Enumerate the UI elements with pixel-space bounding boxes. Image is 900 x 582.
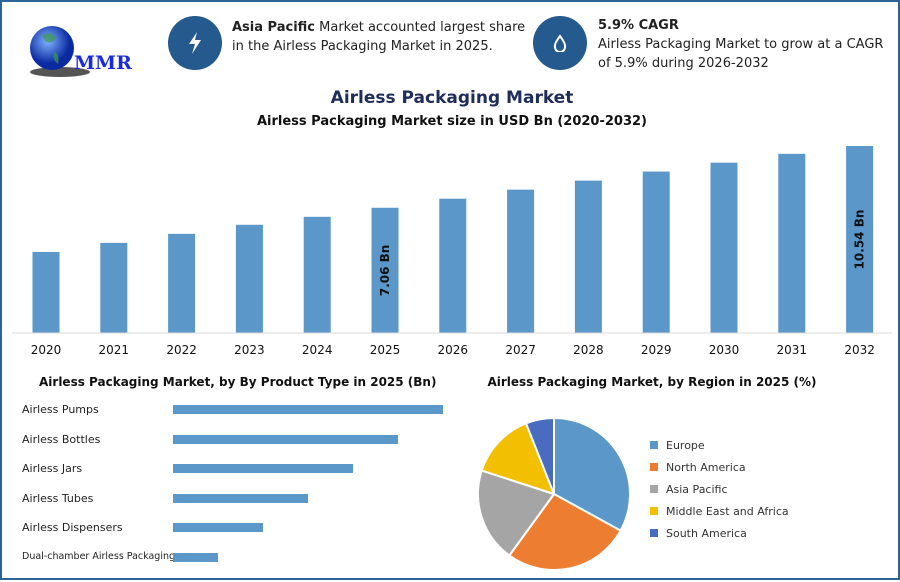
highlight-cagr: 5.9% CAGR Airless Packaging Market to gro… [598, 16, 898, 73]
category-label: Airless Dispensers [22, 521, 123, 534]
bar-2027 [507, 189, 535, 333]
bar-2023 [235, 224, 263, 333]
category-label: Dual-chamber Airless Packaging [22, 550, 176, 562]
highlight-text: Market accounted largest share in the Ai… [232, 20, 526, 54]
drop-icon [533, 16, 587, 70]
globe-icon [30, 26, 90, 77]
bar-airless-pumps [173, 405, 443, 414]
data-label: 10.54 Bn [853, 210, 867, 270]
category-label: Airless Pumps [22, 403, 99, 416]
chart-subtitle: Airless Packaging Market size in USD Bn … [256, 114, 647, 129]
x-tick-label: 2028 [573, 343, 604, 357]
x-tick-label: 2026 [438, 343, 469, 357]
legend-label: North America [666, 460, 746, 474]
bar-airless-bottles [173, 434, 398, 444]
bar-2021 [100, 242, 128, 333]
legend-label: Europe [666, 438, 705, 452]
bar-2030 [710, 162, 738, 333]
legend-item: North America [650, 456, 789, 478]
legend-label: Asia Pacific [666, 482, 728, 496]
bar-2029 [642, 171, 670, 333]
pie-slice-middle-east-and-africa [480, 422, 556, 496]
legend-label: South America [666, 526, 747, 540]
bar-2022 [168, 233, 196, 333]
bar-dual-chamber-airless-packaging [173, 552, 218, 562]
x-tick-label: 2023 [234, 343, 265, 357]
legend-item: Asia Pacific [650, 478, 789, 500]
product-chart-title: Airless Packaging Market, by By Product … [39, 375, 437, 389]
legend-swatch [650, 529, 658, 537]
x-tick-label: 2030 [709, 343, 740, 357]
x-tick-label: 2025 [370, 343, 401, 357]
bar-2024 [303, 216, 331, 333]
bar-airless-jars [173, 464, 353, 473]
legend-label: Middle East and Africa [666, 504, 789, 518]
x-tick-label: 2021 [99, 343, 130, 357]
data-label: 7.06 Bn [378, 245, 392, 296]
legend-item: South America [650, 522, 789, 544]
pie-slice-south-america [524, 416, 555, 495]
pie-slice-asia-pacific [477, 469, 556, 557]
x-tick-label: 2029 [641, 343, 672, 357]
highlight-text: Airless Packaging Market to grow at a CA… [598, 37, 884, 71]
legend-item: Europe [650, 434, 789, 456]
legend-swatch [650, 485, 658, 493]
logo-text: MMR [74, 52, 132, 74]
bar-2031 [778, 153, 806, 333]
highlight-bold: 5.9% CAGR [598, 18, 679, 33]
x-tick-label: 2027 [505, 343, 536, 357]
bar-airless-dispensers [173, 523, 263, 532]
bar-airless-tubes [173, 493, 308, 503]
region-pie-chart [477, 416, 631, 571]
market-size-bar-chart: 2020 2021 2022 2023 2024 2025 7.06 Bn 2026 2027 2… [12, 146, 892, 357]
bar-2025 [371, 207, 399, 333]
category-label: Airless Tubes [22, 491, 94, 505]
region-chart-title: Airless Packaging Market, by Region in 2… [487, 375, 817, 389]
bar-2032 [846, 146, 874, 333]
highlight-bold: Asia Pacific [232, 20, 316, 35]
highlight-region: Asia Pacific Market accounted largest sh… [232, 18, 527, 56]
x-tick-label: 2024 [302, 343, 333, 357]
mmr-logo: MMR [20, 16, 140, 78]
legend-swatch [650, 463, 658, 471]
pie-legend: Europe North America Asia Pacific Middle Ea… [650, 434, 789, 544]
x-tick-label: 2022 [166, 343, 197, 357]
x-tick-label: 2032 [844, 343, 875, 357]
bar-2026 [439, 198, 467, 333]
category-label: Airless Bottles [22, 432, 101, 446]
pie-slice-north-america [507, 492, 622, 571]
legend-swatch [650, 507, 658, 515]
category-label: Airless Jars [22, 462, 83, 475]
legend-item: Middle East and Africa [650, 500, 789, 522]
pie-slice-europe [553, 416, 631, 532]
x-tick-label: 2020 [31, 343, 62, 357]
x-tick-label: 2031 [777, 343, 808, 357]
legend-swatch [650, 441, 658, 449]
bar-2028 [574, 180, 602, 333]
product-type-bar-chart: Airless Pumps Airless Bottles Airless Jars… [2, 394, 462, 574]
chart-title: Airless Packaging Market [330, 88, 574, 108]
lightning-icon [168, 16, 222, 70]
bar-2020 [32, 251, 60, 333]
